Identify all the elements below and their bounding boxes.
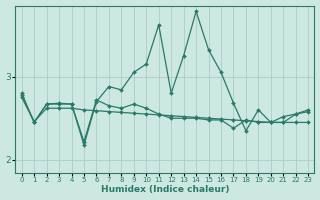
X-axis label: Humidex (Indice chaleur): Humidex (Indice chaleur) [101, 185, 229, 194]
